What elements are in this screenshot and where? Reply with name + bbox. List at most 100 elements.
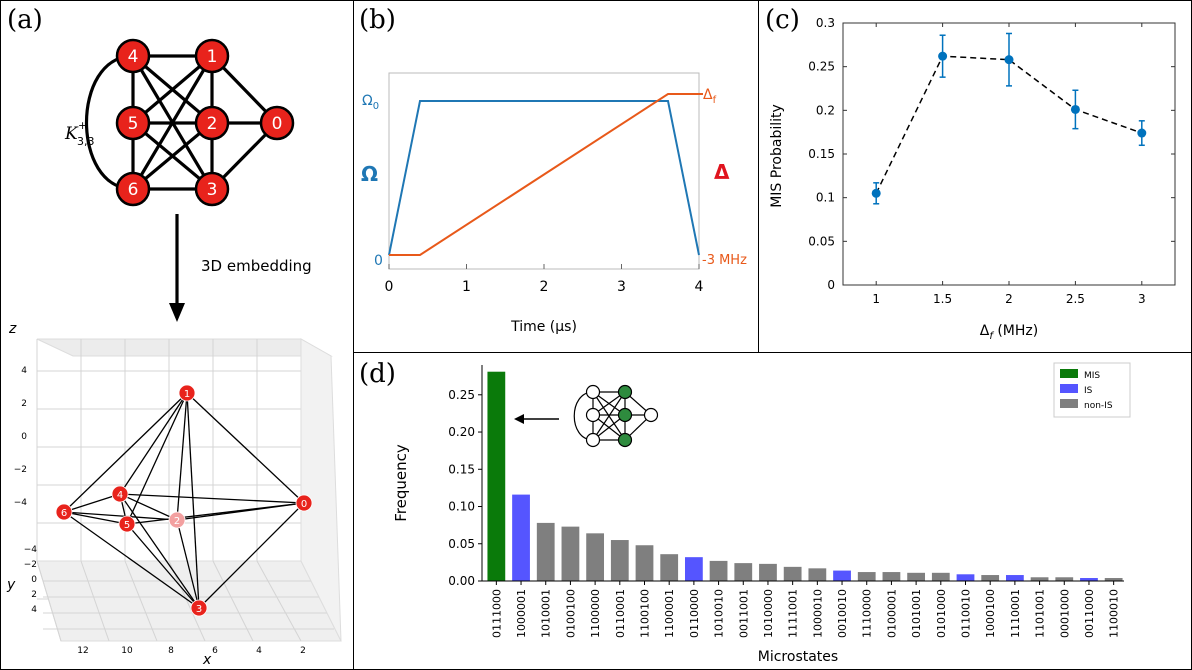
bar-1100000 (586, 533, 605, 581)
inset-edge (592, 391, 626, 441)
delta-series-line (389, 93, 703, 256)
graph-edge-4-6 (85, 54, 134, 191)
x-tick: 2 (300, 646, 306, 656)
embed-node-label-5: 5 (124, 520, 130, 531)
d-x-tick-label-1010001: 1010001 (540, 589, 553, 638)
d-x-tick-label-1100100: 1100100 (639, 589, 652, 638)
bar-1000100 (981, 575, 1000, 581)
omega0-label: Ω0 (362, 93, 379, 112)
c-y-tick-label: 0.1 (816, 191, 835, 205)
embed-node-6 (55, 503, 73, 521)
embed-edge-1-4 (119, 392, 188, 495)
embed-edge-1-0 (186, 392, 305, 504)
bar-0110000 (684, 557, 703, 581)
bar-1000010 (808, 568, 827, 581)
graph-node-label-2: 2 (207, 114, 218, 134)
right-min-label: -3 MHz (702, 253, 747, 268)
mis-point (1004, 55, 1014, 65)
embed-node-label-6: 6 (61, 508, 67, 519)
graph-node-0 (259, 105, 295, 141)
c-y-tick-label: 0.05 (808, 234, 835, 248)
legend: MIS IS non-IS (1053, 362, 1131, 418)
mis-xlabel: Δf (MHz) (980, 323, 1038, 342)
bar-0100100 (561, 526, 580, 581)
box-floor-v (124, 560, 158, 642)
graph-node-3 (194, 171, 230, 207)
x-tick: 4 (256, 646, 262, 656)
inset-node (617, 432, 633, 448)
c-y-tick-label: 0 (827, 278, 835, 292)
omega-series-line (388, 100, 700, 256)
embed-node-label-3: 3 (196, 604, 202, 615)
d-x-tick-label-1000010: 1000010 (811, 589, 824, 638)
embed-node-1 (178, 384, 196, 402)
d-x-tick-label-0101000: 0101000 (935, 589, 948, 638)
inset-node (585, 407, 601, 423)
embed-node-4 (111, 485, 129, 503)
d-ylabel: Frequency (392, 444, 410, 522)
d-x-tick-label-1110000: 1110000 (861, 589, 874, 638)
legend-label-non-IS: non-IS (1084, 401, 1113, 411)
bar-0011000 (1080, 578, 1098, 581)
panel-b-label: (b) (359, 5, 396, 35)
d-x-tick-label-0011000: 0011000 (1083, 589, 1096, 638)
inset-node (617, 384, 633, 400)
d-x-tick-label-0110000: 0110000 (688, 589, 701, 638)
mis-point (1070, 104, 1080, 114)
x-tick: 10 (121, 646, 133, 656)
inset-arrowhead (514, 414, 524, 424)
left-zero-label: 0 (374, 253, 383, 269)
mis-point (1137, 128, 1147, 138)
x-tick: 8 (168, 646, 174, 656)
deltaf-label: Δf (703, 87, 717, 106)
legend-label-IS: IS (1084, 386, 1093, 396)
embed-edge-3-0 (198, 502, 305, 609)
graph-node-label-5: 5 (128, 114, 139, 134)
d-x-tick-label-1010000: 1010000 (762, 589, 775, 638)
bar-1010010 (709, 560, 728, 581)
box-floor-v (212, 560, 254, 642)
b-x-tick-label: 1 (462, 279, 471, 295)
d-x-tick-label-0010010: 0010010 (836, 589, 849, 638)
left-axis-label: Ω (361, 162, 378, 186)
box-floor-v (36, 560, 62, 642)
d-x-tick-label-0101001: 0101001 (910, 589, 923, 638)
panel-d-label: (d) (359, 359, 396, 389)
bar-1000001 (512, 494, 530, 581)
bar-1100100 (635, 545, 654, 581)
d-x-tick-label-1110001: 1110001 (1009, 589, 1022, 638)
panel-c-label: (c) (765, 5, 800, 35)
embed-edge-1-3 (186, 392, 200, 609)
graph-node-5 (115, 105, 151, 141)
legend-label-MIS: MIS (1084, 371, 1100, 381)
graph-node-label-0: 0 (272, 114, 283, 134)
bar-0100001 (882, 572, 901, 581)
c-x-tick-label: 3 (1138, 292, 1146, 306)
z-tick: 0 (21, 432, 27, 442)
inset-node (585, 384, 601, 400)
inset-node (585, 432, 601, 448)
embed-edge-6-4 (63, 493, 121, 513)
graph-node-label-1: 1 (207, 47, 218, 67)
d-y-tick-label: 0.15 (448, 462, 475, 476)
right-axis-label: Δ (714, 160, 730, 184)
c-x-tick-label: 1 (872, 292, 880, 306)
b-x-tick-label: 3 (617, 279, 626, 295)
y-tick: 4 (31, 605, 37, 615)
b-x-tick-label: 2 (540, 279, 549, 295)
d-y-tick-label: 0.00 (448, 574, 475, 588)
mis-point (938, 51, 948, 61)
c-x-tick-label: 2 (1005, 292, 1013, 306)
bar-0101000 (931, 572, 950, 581)
bar-1010000 (759, 563, 777, 581)
z-tick: 4 (21, 366, 27, 376)
d-x-tick-label-0110001: 0110001 (614, 589, 627, 638)
d-xlabel: Microstates (758, 649, 838, 665)
embed-edge-1-2 (176, 392, 188, 521)
embed-edge-6-3 (63, 511, 200, 609)
schedule-xlabel: Time (μs) (510, 319, 577, 335)
y-axis-label: y (6, 577, 16, 593)
graph-node-label-3: 3 (207, 180, 218, 200)
embed-edge-4-3 (119, 493, 200, 609)
embed-node-5 (118, 515, 136, 533)
